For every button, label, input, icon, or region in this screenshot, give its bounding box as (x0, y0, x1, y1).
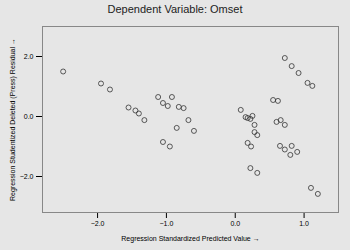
svg-text:Regression Studentized Deleted: Regression Studentized Deleted (Press) R… (9, 38, 17, 201)
svg-text:Regression Standardized Predic: Regression Standardized Predicted Value … (121, 235, 259, 243)
svg-text:0.0: 0.0 (24, 113, 34, 120)
svg-text:−1.0: −1.0 (159, 220, 173, 227)
svg-text:−2.0: −2.0 (20, 173, 34, 180)
svg-text:−2.0: −2.0 (91, 220, 105, 227)
html-text:Dependent Variable: Omset: Dependent Variable: Omset (107, 3, 243, 15)
svg-text:0.0: 0.0 (230, 220, 240, 227)
svg-text:2.0: 2.0 (24, 53, 34, 60)
svg-text:1.0: 1.0 (299, 220, 309, 227)
